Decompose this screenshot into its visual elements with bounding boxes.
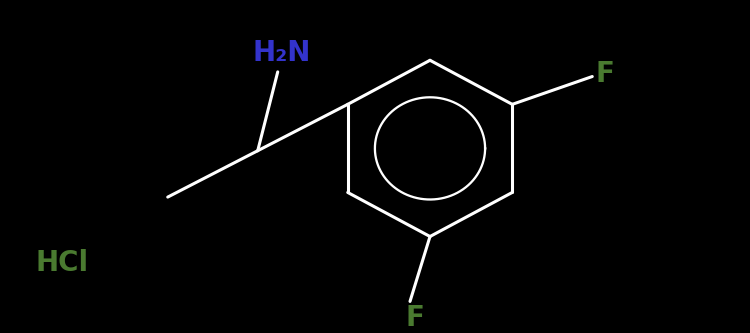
Text: HCl: HCl [35, 248, 88, 277]
Text: H₂N: H₂N [253, 39, 311, 67]
Text: F: F [596, 60, 614, 88]
Text: F: F [405, 304, 424, 332]
